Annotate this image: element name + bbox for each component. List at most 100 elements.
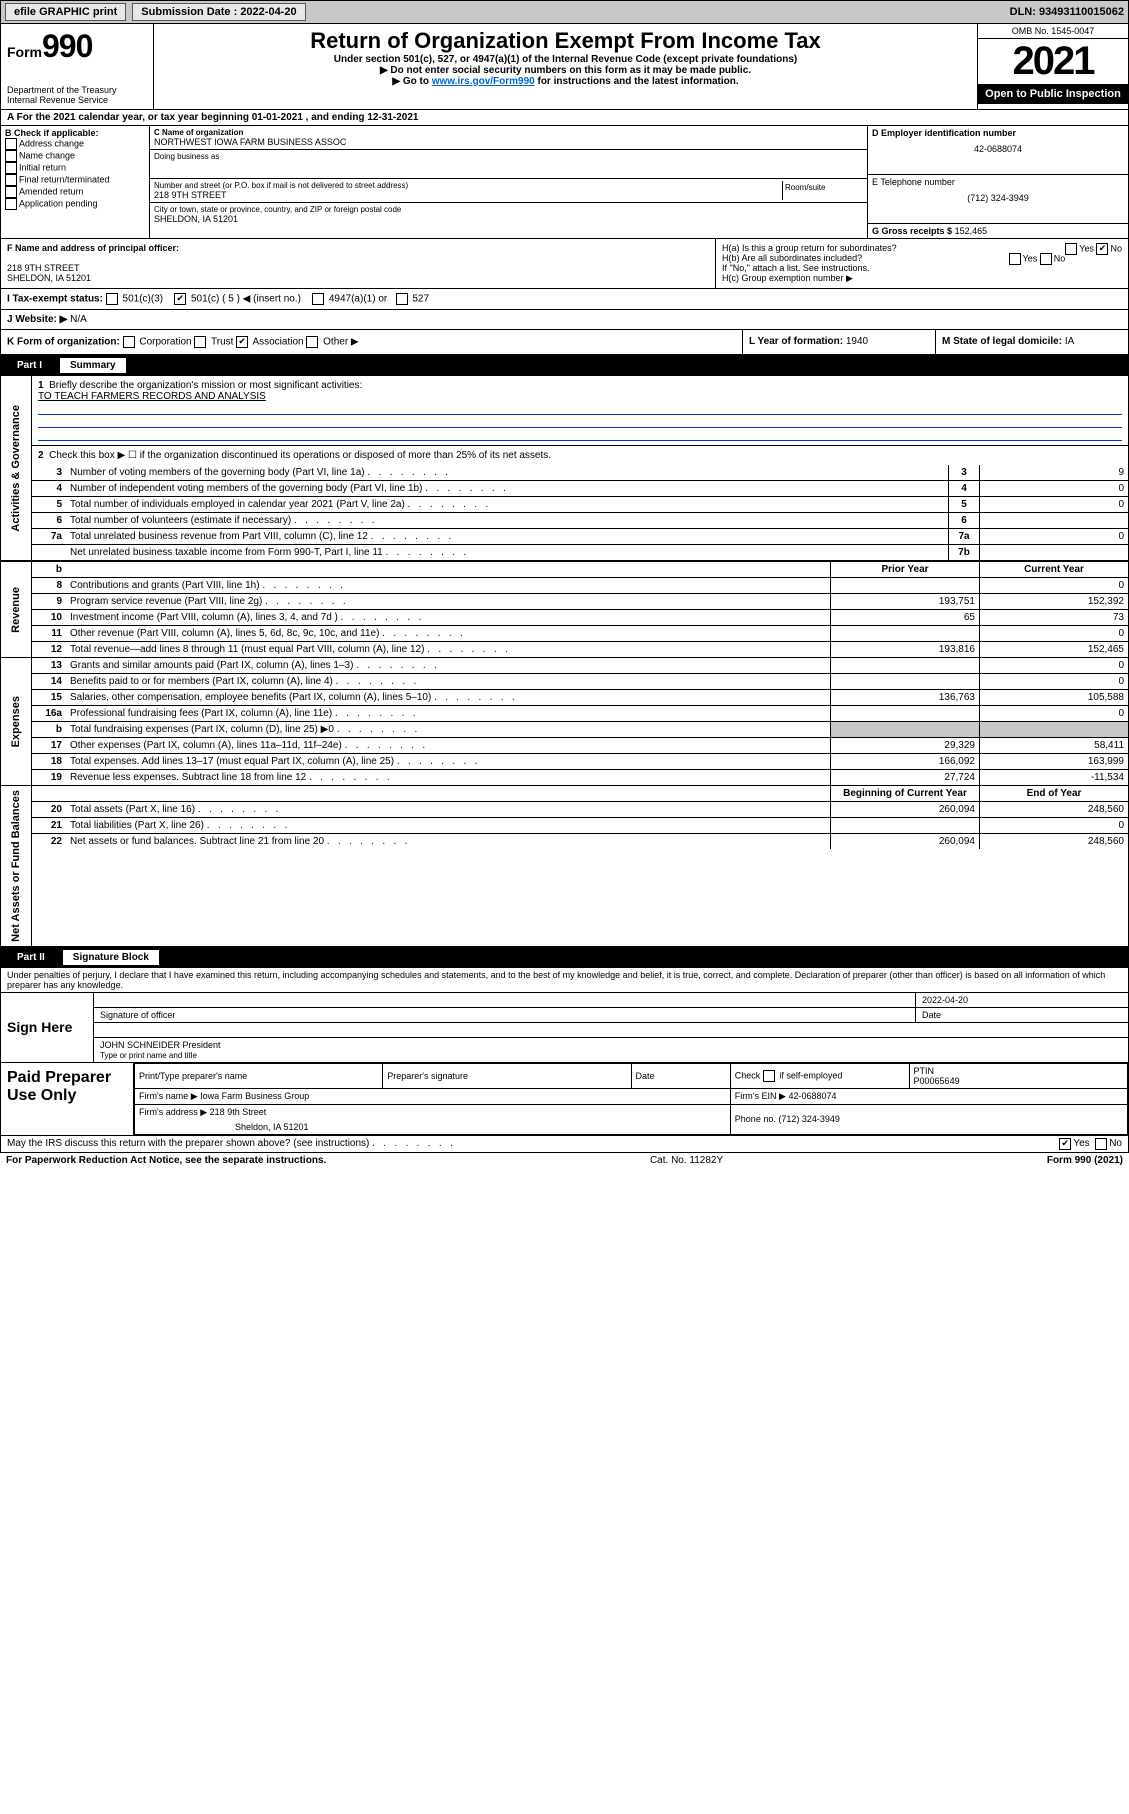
firm-ein-label: Firm's EIN ▶ (735, 1091, 786, 1101)
opt-application-pending: Application pending (19, 198, 98, 208)
discuss-yes-checkbox[interactable] (1059, 1138, 1071, 1150)
current-val: 248,560 (979, 834, 1128, 849)
line-desc: Professional fundraising fees (Part IX, … (66, 706, 830, 721)
expense-line: 19Revenue less expenses. Subtract line 1… (32, 770, 1128, 785)
prior-val: 260,094 (830, 802, 979, 817)
dept-label: Department of the Treasury (7, 85, 147, 95)
part1-label: Part I (9, 360, 50, 371)
sign-here-block: Sign Here 2022-04-20 Signature of office… (0, 993, 1129, 1063)
checkbox-name-change[interactable] (5, 150, 17, 162)
form-footer: Form 990 (2021) (1047, 1155, 1123, 1166)
corp-checkbox[interactable] (123, 336, 135, 348)
org-name: NORTHWEST IOWA FARM BUSINESS ASSOC (154, 137, 863, 147)
checkbox-initial-return[interactable] (5, 162, 17, 174)
phone-label: E Telephone number (872, 177, 1124, 187)
check-label: Check (735, 1070, 761, 1080)
side-net: Net Assets or Fund Balances (10, 786, 22, 946)
line-val: 9 (979, 465, 1128, 480)
line-desc: Total assets (Part X, line 16) (66, 802, 830, 817)
form990-link[interactable]: www.irs.gov/Form990 (432, 76, 535, 87)
ein-value: 42-0688074 (872, 144, 1124, 154)
prior-val (830, 706, 979, 721)
form-subtitle-1: Under section 501(c), 527, or 4947(a)(1)… (160, 54, 971, 65)
hb-no-checkbox[interactable] (1040, 253, 1052, 265)
hc-label: H(c) Group exemption number ▶ (722, 273, 1122, 284)
revenue-line: 12Total revenue—add lines 8 through 11 (… (32, 642, 1128, 657)
line1-desc: Briefly describe the organization's miss… (49, 380, 362, 391)
c3-checkbox[interactable] (106, 293, 118, 305)
ha-label: H(a) Is this a group return for subordin… (722, 243, 897, 253)
line-desc: Salaries, other compensation, employee b… (66, 690, 830, 705)
website-value: N/A (70, 314, 87, 325)
line-num: 6 (32, 513, 66, 528)
hb-yes-label: Yes (1023, 253, 1038, 263)
line-desc: Revenue less expenses. Subtract line 18 … (66, 770, 830, 785)
line-desc: Contributions and grants (Part VIII, lin… (66, 578, 830, 593)
current-val: 105,588 (979, 690, 1128, 705)
efile-button[interactable]: efile GRAPHIC print (5, 3, 126, 21)
other-checkbox[interactable] (306, 336, 318, 348)
j-label: J Website: ▶ (7, 314, 67, 325)
line-desc: Total unrelated business revenue from Pa… (66, 529, 948, 544)
prior-val: 193,816 (830, 642, 979, 657)
ha-no-label: No (1110, 243, 1122, 253)
line-desc: Other revenue (Part VIII, column (A), li… (66, 626, 830, 641)
i-label: I Tax-exempt status: (7, 294, 103, 305)
line-box: 7a (948, 529, 979, 544)
ha-yes-checkbox[interactable] (1065, 243, 1077, 255)
line-box: 6 (948, 513, 979, 528)
checkbox-address-change[interactable] (5, 138, 17, 150)
gov-line: 4Number of independent voting members of… (32, 481, 1128, 497)
corp-label: Corporation (139, 337, 191, 348)
checkbox-amended-return[interactable] (5, 186, 17, 198)
ha-no-checkbox[interactable] (1096, 243, 1108, 255)
goto-pre: ▶ Go to (392, 76, 431, 87)
submission-date-button[interactable]: Submission Date : 2022-04-20 (132, 3, 305, 21)
opt-amended-return: Amended return (19, 186, 84, 196)
discuss-no-checkbox[interactable] (1095, 1138, 1107, 1150)
firm-addr2: Sheldon, IA 51201 (135, 1120, 731, 1135)
line-desc: Number of independent voting members of … (66, 481, 948, 496)
opt-initial-return: Initial return (19, 162, 66, 172)
checkbox-final-return[interactable] (5, 174, 17, 186)
hb-yes-checkbox[interactable] (1009, 253, 1021, 265)
4947-checkbox[interactable] (312, 293, 324, 305)
trust-checkbox[interactable] (194, 336, 206, 348)
527-checkbox[interactable] (396, 293, 408, 305)
line-num: 14 (32, 674, 66, 689)
line-num: 5 (32, 497, 66, 512)
firm-name-value: Iowa Farm Business Group (200, 1091, 309, 1101)
c-name-label: C Name of organization (154, 128, 863, 137)
top-bar: efile GRAPHIC print Submission Date : 20… (0, 0, 1129, 24)
discuss-no-label: No (1109, 1138, 1122, 1150)
side-exp: Expenses (10, 692, 22, 751)
current-val: 58,411 (979, 738, 1128, 753)
prior-val: 193,751 (830, 594, 979, 609)
prior-val (830, 722, 979, 737)
self-employed-checkbox[interactable] (763, 1070, 775, 1082)
checkbox-application-pending[interactable] (5, 198, 17, 210)
prior-val (830, 818, 979, 833)
line-num: 22 (32, 834, 66, 849)
city-value: SHELDON, IA 51201 (154, 214, 863, 224)
current-year-header: Current Year (979, 562, 1128, 577)
line-num: 18 (32, 754, 66, 769)
ha-yes-label: Yes (1079, 243, 1094, 253)
line-num: 8 (32, 578, 66, 593)
line1-ln: 1 (38, 380, 44, 391)
current-val: 0 (979, 818, 1128, 833)
assoc-checkbox[interactable] (236, 336, 248, 348)
form-label: Form (7, 44, 42, 60)
line-desc: Net assets or fund balances. Subtract li… (66, 834, 830, 849)
mission-text: TO TEACH FARMERS RECORDS AND ANALYSIS (38, 391, 266, 402)
line-box: 7b (948, 545, 979, 560)
room-label: Room/suite (783, 181, 863, 194)
ptin-label: PTIN (914, 1066, 935, 1076)
current-val (979, 722, 1128, 737)
c5-checkbox[interactable] (174, 293, 186, 305)
form-header: Form990 Department of the Treasury Inter… (0, 24, 1129, 110)
revenue-line: 9Program service revenue (Part VIII, lin… (32, 594, 1128, 610)
prep-phone-label: Phone no. (735, 1114, 776, 1124)
discuss-yes-label: Yes (1073, 1138, 1089, 1150)
discuss-row: May the IRS discuss this return with the… (0, 1136, 1129, 1153)
